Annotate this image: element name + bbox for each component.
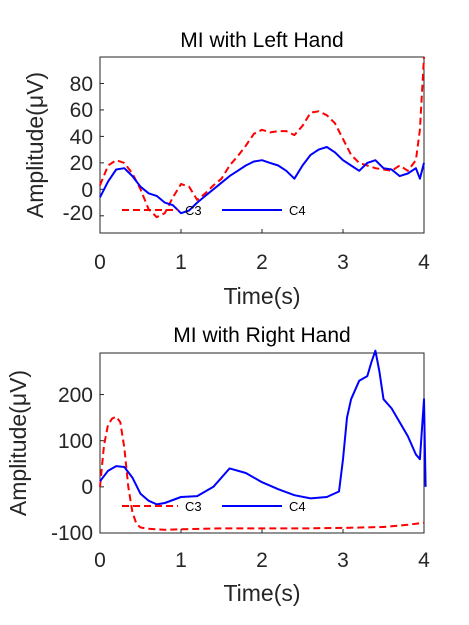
series-line-c4 bbox=[99, 349, 427, 506]
x-tick-label: 0 bbox=[94, 549, 106, 572]
series-lines bbox=[99, 56, 425, 219]
legend-label-c4: C4 bbox=[289, 203, 306, 218]
tick-marks bbox=[99, 394, 425, 534]
y-axis-label: Amplitude(μV) bbox=[22, 72, 48, 218]
x-tick-label: 2 bbox=[256, 251, 268, 274]
legend-label-c4: C4 bbox=[289, 499, 306, 514]
y-tick-label: 200 bbox=[58, 384, 93, 407]
series-lines bbox=[99, 349, 427, 531]
legend-label-c3: C3 bbox=[185, 203, 202, 218]
x-tick-label: 1 bbox=[175, 549, 187, 572]
series-line-c4 bbox=[99, 146, 425, 215]
x-tick-label: 0 bbox=[94, 251, 106, 274]
series-line-c3 bbox=[99, 415, 425, 531]
x-tick-label: 4 bbox=[418, 251, 430, 274]
legend: C3 C4 bbox=[122, 203, 306, 218]
x-tick-label: 3 bbox=[337, 549, 349, 572]
y-axis-label: Amplitude(μV) bbox=[5, 370, 31, 516]
y-tick-label: -20 bbox=[63, 202, 93, 225]
x-tick-labels: 0 1 2 3 4 bbox=[94, 549, 430, 572]
y-tick-labels: -100 0 100 200 bbox=[51, 384, 93, 545]
y-tick-label: -100 bbox=[51, 522, 93, 545]
series-line-c3 bbox=[99, 56, 425, 219]
y-tick-label: 80 bbox=[70, 73, 93, 96]
y-tick-label: 60 bbox=[70, 99, 93, 122]
x-axis-label: Time(s) bbox=[223, 580, 300, 606]
y-tick-label: 40 bbox=[70, 126, 93, 149]
legend-label-c3: C3 bbox=[185, 499, 202, 514]
x-tick-labels: 0 1 2 3 4 bbox=[94, 251, 430, 274]
x-tick-label: 4 bbox=[418, 549, 430, 572]
chart-title: MI with Left Hand bbox=[180, 29, 343, 52]
x-tick-label: 2 bbox=[256, 549, 268, 572]
x-axis-label: Time(s) bbox=[223, 283, 300, 309]
chart-title: MI with Right Hand bbox=[173, 324, 350, 347]
y-tick-label: 0 bbox=[81, 476, 93, 499]
x-tick-label: 1 bbox=[175, 251, 187, 274]
y-tick-label: 100 bbox=[58, 430, 93, 453]
chart-right-hand: MI with Right Hand -100 0 100 200 0 1 2 … bbox=[5, 324, 430, 606]
tick-marks bbox=[99, 82, 425, 233]
y-tick-label: 0 bbox=[81, 179, 93, 202]
legend: C3 C4 bbox=[122, 499, 306, 514]
y-tick-labels: -20 0 20 40 60 80 bbox=[63, 73, 93, 225]
x-tick-label: 3 bbox=[337, 251, 349, 274]
y-tick-label: 20 bbox=[70, 152, 93, 175]
chart-left-hand: MI with Left Hand -20 0 20 40 60 80 0 1 … bbox=[22, 29, 430, 309]
